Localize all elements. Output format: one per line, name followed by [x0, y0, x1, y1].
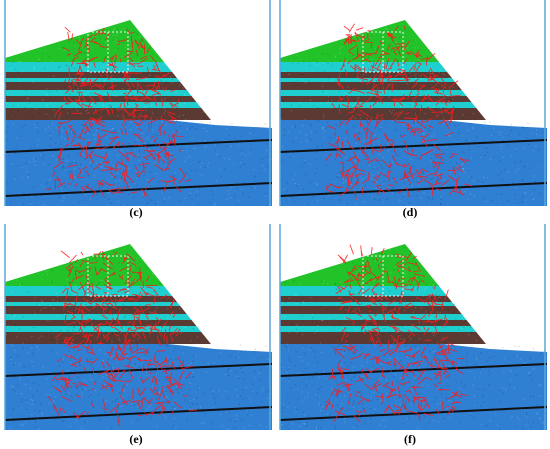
- stratum-band: [280, 108, 486, 120]
- fracture-network: [47, 250, 198, 427]
- panel-frame: [4, 0, 271, 206]
- stratum-band: [5, 90, 192, 96]
- stratum-band: [280, 102, 477, 108]
- stratum-band: [280, 314, 467, 320]
- base-layer: [280, 120, 547, 206]
- stratum-band: [280, 62, 448, 72]
- stratum-band: [280, 296, 452, 302]
- panel-f: [275, 224, 547, 430]
- stratum-band: [5, 302, 181, 306]
- caption-f: (f): [404, 432, 416, 446]
- simulation-image-d: [279, 0, 547, 206]
- fracture-network: [325, 23, 472, 200]
- particle-texture: [5, 245, 272, 430]
- stratum-band: [5, 102, 202, 108]
- stratum-band: [5, 296, 177, 302]
- top-layer: [5, 244, 164, 286]
- stratum-band: [280, 72, 452, 78]
- caption-c: (c): [129, 205, 143, 219]
- panel-frame: [279, 224, 546, 430]
- stratum-band: [280, 90, 467, 96]
- stratum-band: [5, 62, 173, 72]
- stratum-band: [280, 332, 486, 344]
- joint-lines: [279, 139, 547, 197]
- panel-e: [0, 224, 272, 430]
- panel-d: [275, 0, 547, 206]
- top-layer: [280, 244, 439, 286]
- joint-lines: [4, 363, 272, 421]
- stratum-band: [5, 78, 181, 82]
- simulation-image-e: [4, 224, 272, 430]
- stratum-band: [280, 286, 448, 296]
- base-layer: [280, 344, 547, 430]
- joint-lines: [279, 363, 547, 421]
- fracture-network: [325, 244, 468, 423]
- strata-group: [5, 244, 272, 430]
- caption-d: (d): [402, 205, 418, 219]
- stratum-band: [5, 72, 177, 78]
- panel-frame: [279, 0, 546, 206]
- stratum-band: [5, 326, 202, 332]
- fracture-network: [45, 26, 192, 198]
- simulation-image-f: [279, 224, 547, 430]
- simulation-image-c: [4, 0, 272, 206]
- stratum-band: [5, 306, 187, 314]
- panel-frame: [4, 224, 271, 430]
- panel-c: [0, 0, 272, 206]
- base-layer: [5, 344, 272, 430]
- stratum-band: [5, 108, 211, 120]
- stratum-band: [5, 314, 192, 320]
- strata-group: [280, 20, 547, 206]
- caption-e: (e): [129, 432, 143, 446]
- top-layer: [5, 20, 164, 62]
